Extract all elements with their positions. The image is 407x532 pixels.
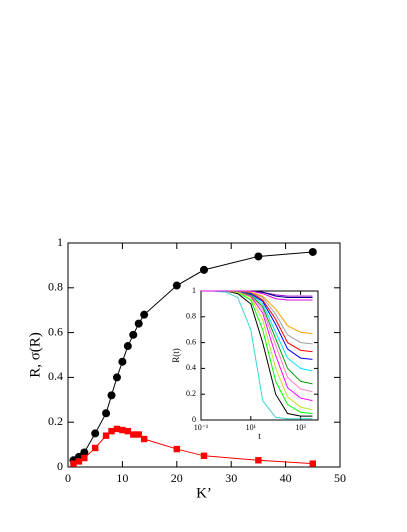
- point: [255, 457, 262, 464]
- point: [254, 252, 263, 261]
- point: [118, 357, 127, 366]
- x-tick-label: 20: [171, 471, 183, 485]
- point: [200, 452, 208, 459]
- y-tick-label: 1: [57, 235, 63, 249]
- x-tick-label: 10¹: [246, 423, 257, 432]
- point: [108, 427, 115, 435]
- point: [200, 265, 208, 274]
- point: [112, 373, 121, 382]
- x-tick-label: 10³: [295, 423, 306, 432]
- y-tick-label: 0.8: [48, 280, 63, 294]
- point: [75, 458, 83, 465]
- point: [81, 454, 88, 462]
- x-axis-label: t: [258, 431, 261, 441]
- x-tick-label: 30: [225, 471, 237, 485]
- point: [173, 445, 180, 453]
- point: [113, 425, 121, 433]
- y-tick-label: 0.8: [186, 312, 196, 321]
- series-line: [201, 290, 313, 301]
- point: [134, 319, 143, 328]
- point: [172, 281, 181, 290]
- point: [140, 435, 148, 443]
- x-tick-label: 50: [334, 471, 346, 485]
- y-tick-label: 0.6: [48, 324, 63, 338]
- point: [130, 431, 137, 438]
- point: [102, 409, 111, 418]
- point: [119, 426, 126, 434]
- x-axis-label: K’: [196, 485, 212, 501]
- y-tick-label: 0.4: [186, 363, 196, 372]
- y-tick-label: 0: [57, 459, 63, 473]
- point: [107, 391, 116, 400]
- y-tick-label: 0.2: [186, 389, 196, 398]
- point: [91, 429, 100, 438]
- plot-frame: [200, 290, 319, 421]
- point: [308, 247, 317, 256]
- y-tick-label: 0: [192, 415, 196, 424]
- point: [129, 330, 138, 339]
- point: [123, 342, 132, 351]
- point: [309, 460, 316, 467]
- point: [124, 427, 132, 435]
- series-line: [201, 290, 313, 420]
- y-axis-label: R, σ(R): [27, 332, 43, 378]
- point: [140, 310, 149, 319]
- y-tick-label: 0.4: [48, 369, 63, 383]
- point: [135, 431, 142, 438]
- x-tick-label: 10: [116, 471, 128, 485]
- point: [80, 448, 89, 457]
- y-tick-label: 0.6: [186, 337, 196, 346]
- series-line: [73, 251, 313, 461]
- x-tick-label: 10⁻¹: [194, 423, 209, 432]
- y-tick-label: 0.2: [48, 414, 63, 428]
- point: [92, 444, 99, 452]
- x-tick-label: 40: [280, 471, 292, 485]
- y-axis-label: R(t): [171, 348, 181, 363]
- x-tick-label: 0: [65, 471, 71, 485]
- point: [102, 432, 110, 439]
- y-tick-label: 1: [192, 286, 196, 295]
- point: [70, 460, 77, 467]
